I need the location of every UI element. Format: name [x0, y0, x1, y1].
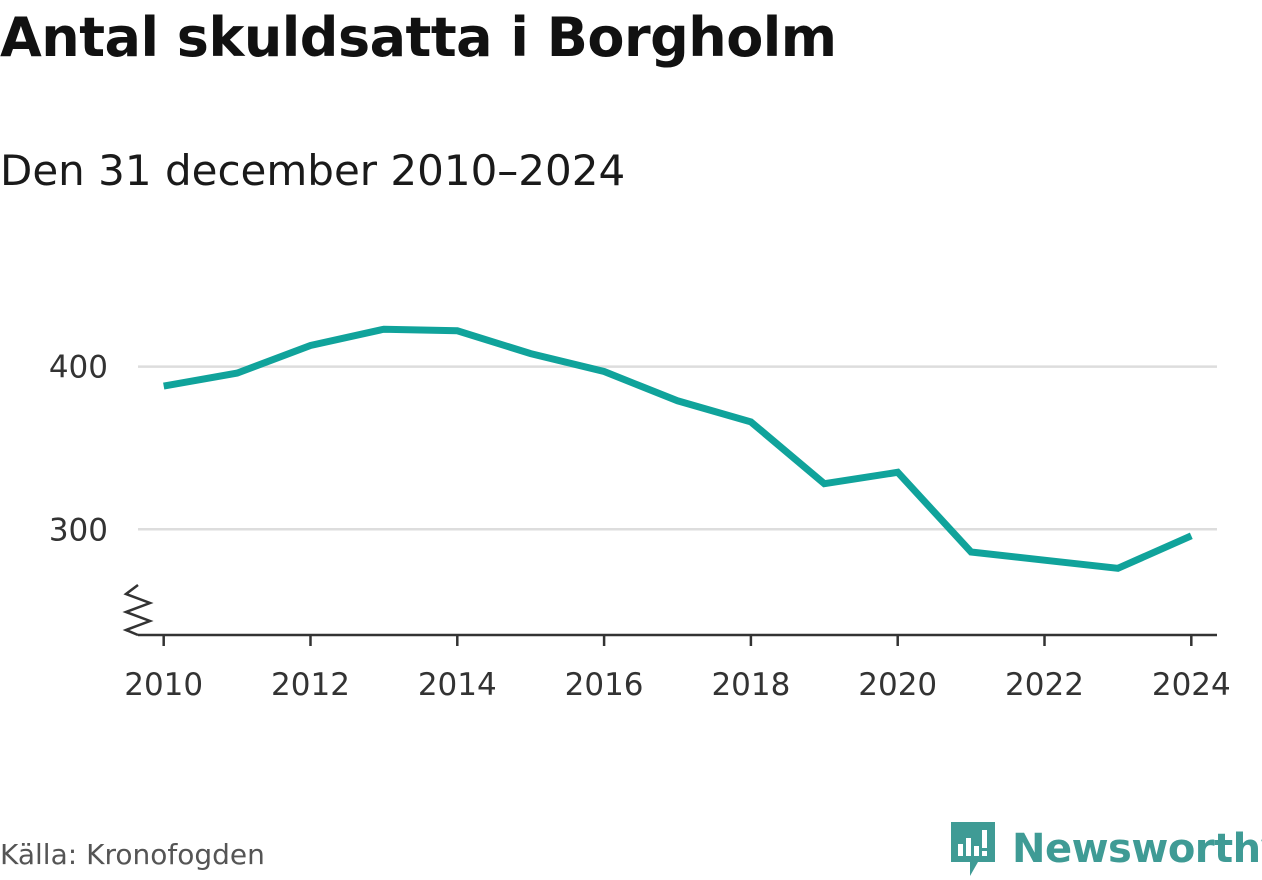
- series-lines: [164, 329, 1192, 568]
- x-tick-label: 2010: [124, 667, 203, 703]
- x-tick-label: 2012: [271, 667, 350, 703]
- y-tick-label: 300: [49, 512, 108, 548]
- y-tick-label: 400: [49, 350, 108, 386]
- brand-logo[interactable]: Newsworthy: [948, 818, 1262, 880]
- series-line: [164, 329, 1192, 568]
- x-tick-label: 2020: [858, 667, 937, 703]
- x-tick-label: 2024: [1152, 667, 1231, 703]
- x-tick-label: 2014: [418, 667, 497, 703]
- x-tick-label: 2016: [565, 667, 644, 703]
- x-tick-label: 2022: [1005, 667, 1084, 703]
- tick-labels: 300 400 2010 2012 2014 2016 2018 2020 2022 2024: [49, 350, 1231, 703]
- source-note: Källa: Kronofogden: [0, 838, 265, 871]
- brand-name: Newsworthy: [1012, 826, 1262, 872]
- axes: [126, 585, 1217, 646]
- newsworthy-logo-icon: [948, 818, 998, 880]
- axis-break-icon: [126, 585, 150, 635]
- x-tick-label: 2018: [711, 667, 790, 703]
- gridlines: [138, 367, 1217, 530]
